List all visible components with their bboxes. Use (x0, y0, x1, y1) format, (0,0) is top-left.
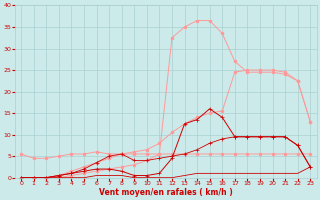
X-axis label: Vent moyen/en rafales ( km/h ): Vent moyen/en rafales ( km/h ) (99, 188, 233, 197)
